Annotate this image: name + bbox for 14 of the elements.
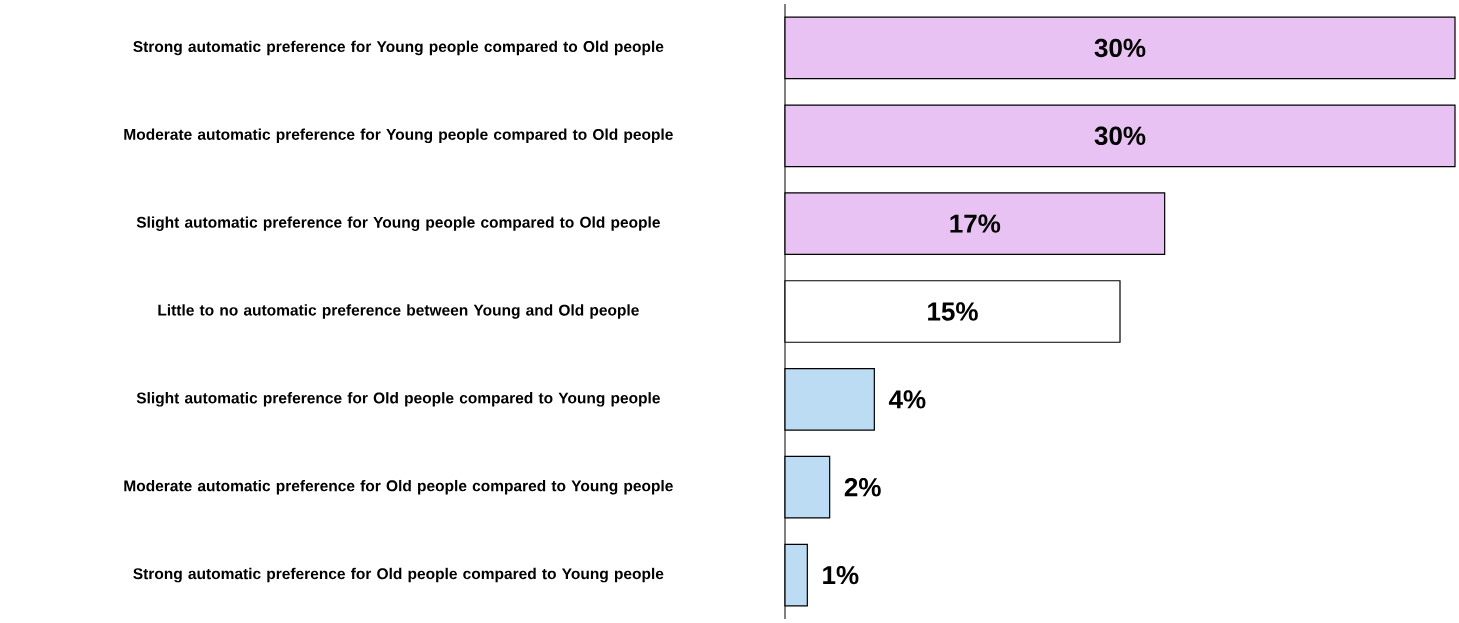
data-label: 15%: [928, 302, 978, 321]
y-tick-label: Slight automatic preference for Young people compared to Old people: [136, 216, 660, 231]
y-tick-label: Little to no automatic preference between Young and Old people: [158, 304, 639, 319]
data-label: 4%: [888, 390, 926, 409]
data-label: 2%: [844, 478, 881, 497]
y-tick-label: Slight automatic preference for Old people compared to Young people: [136, 392, 660, 407]
y-tick-label: Moderate automatic preference for Young people compared to Old people: [124, 128, 673, 144]
data-label: 30%: [1094, 126, 1146, 146]
data-label: 17%: [950, 214, 1001, 233]
data-label: 30%: [1094, 38, 1146, 58]
data-label: 1%: [823, 565, 859, 585]
y-tick-label: Moderate automatic preference for Old people compared to Young people: [124, 479, 673, 495]
y-tick-label: Strong automatic preference for Young people compared to Old people: [133, 40, 664, 56]
y-tick-label: Strong automatic preference for Old people compared to Young people: [133, 567, 664, 583]
